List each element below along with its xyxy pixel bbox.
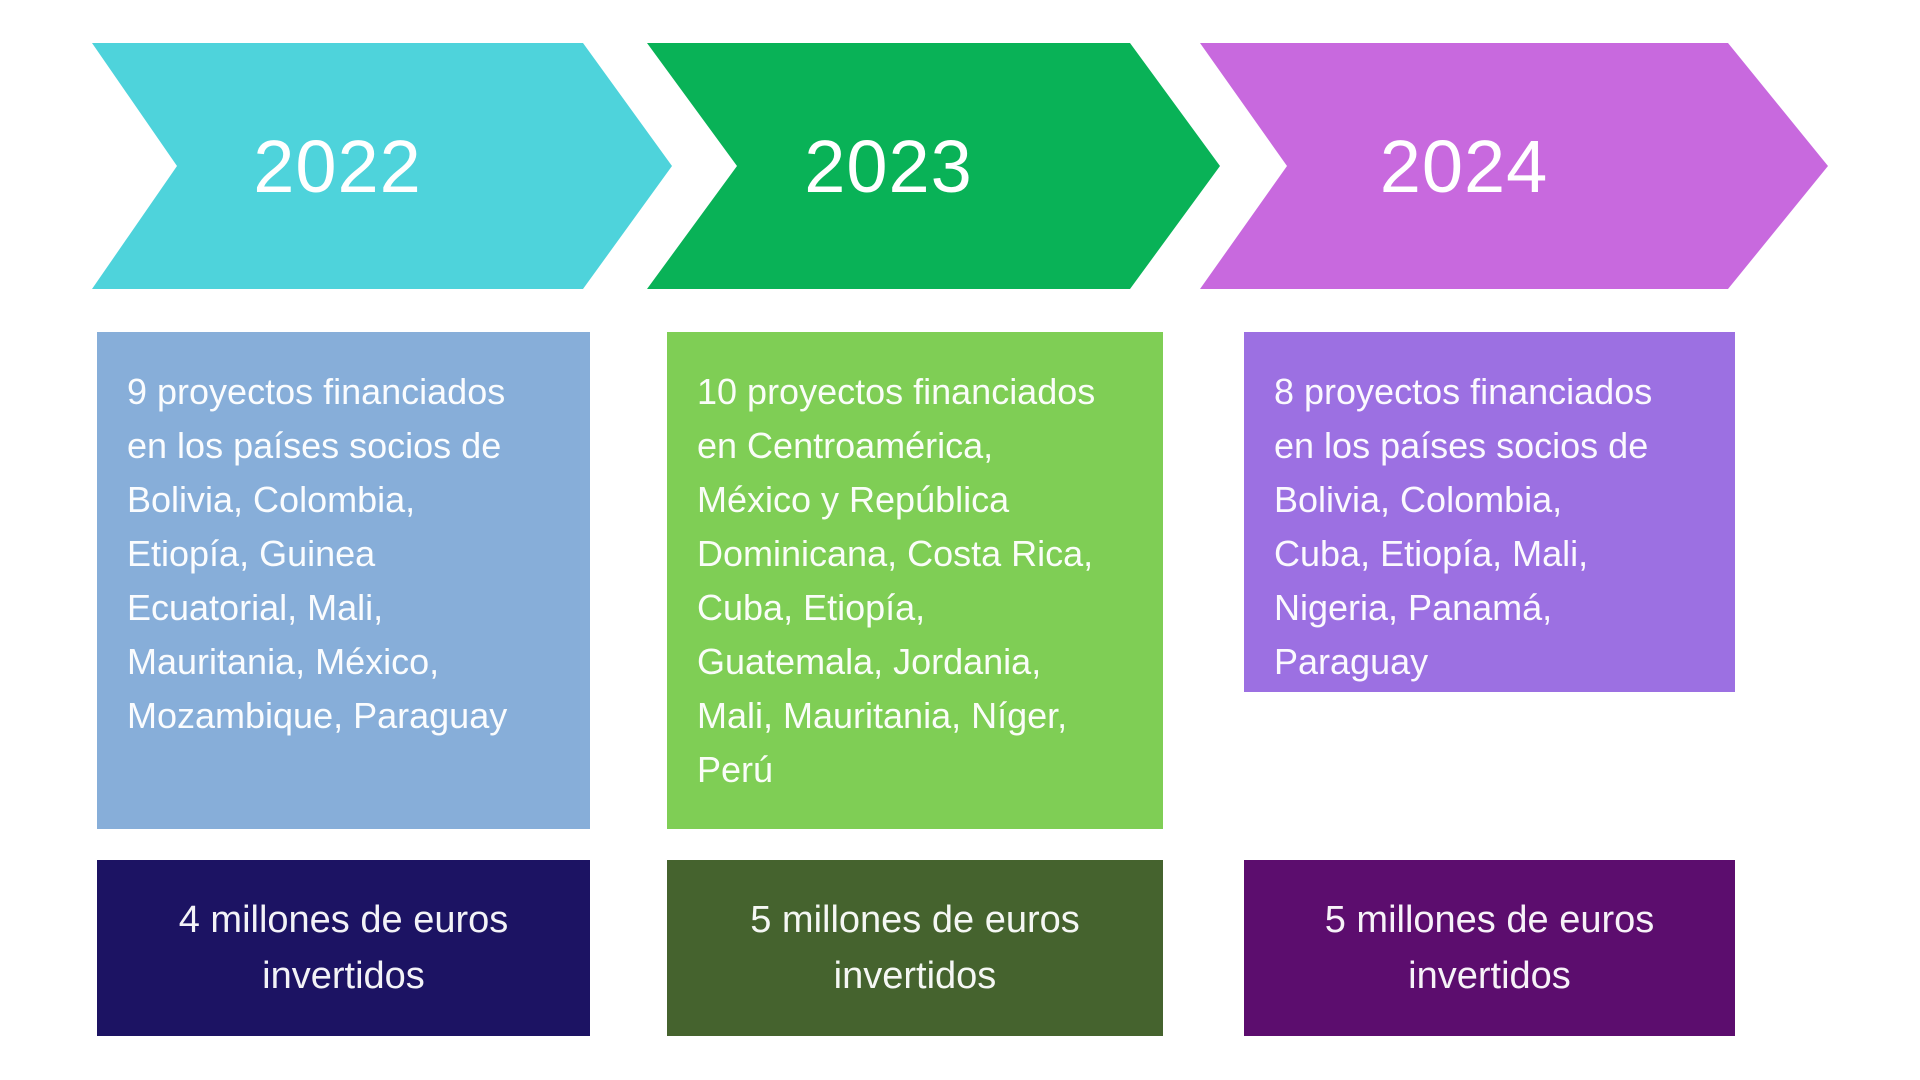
- projects-box-2022: 9 proyectos financiados en los países so…: [97, 332, 590, 829]
- projects-text-2022: 9 proyectos financiados en los países so…: [127, 371, 508, 736]
- chevron-arrow-shape-2022: [92, 43, 672, 289]
- investment-box-2024: 5 millones de euros invertidos: [1244, 860, 1735, 1036]
- timeline-arrow-2023: [647, 43, 1220, 289]
- investment-text-2024: 5 millones de euros invertidos: [1324, 899, 1655, 997]
- projects-text-2023: 10 proyectos financiados en Centroaméric…: [697, 371, 1096, 790]
- investment-box-2022: 4 millones de euros invertidos: [97, 860, 590, 1036]
- chevron-arrow-shape-2023: [647, 43, 1220, 289]
- projects-box-2024: 8 proyectos financiados en los países so…: [1244, 332, 1735, 692]
- investment-text-2022: 4 millones de euros invertidos: [178, 899, 509, 997]
- investment-box-2023: 5 millones de euros invertidos: [667, 860, 1163, 1036]
- projects-text-2024: 8 proyectos financiados en los países so…: [1274, 371, 1653, 682]
- investment-text-2023: 5 millones de euros invertidos: [750, 899, 1080, 997]
- chevron-arrow-shape-2024: [1200, 43, 1828, 289]
- timeline-arrow-2024: [1200, 43, 1828, 289]
- timeline-arrow-2022: [92, 43, 672, 289]
- projects-box-2023: 10 proyectos financiados en Centroaméric…: [667, 332, 1163, 829]
